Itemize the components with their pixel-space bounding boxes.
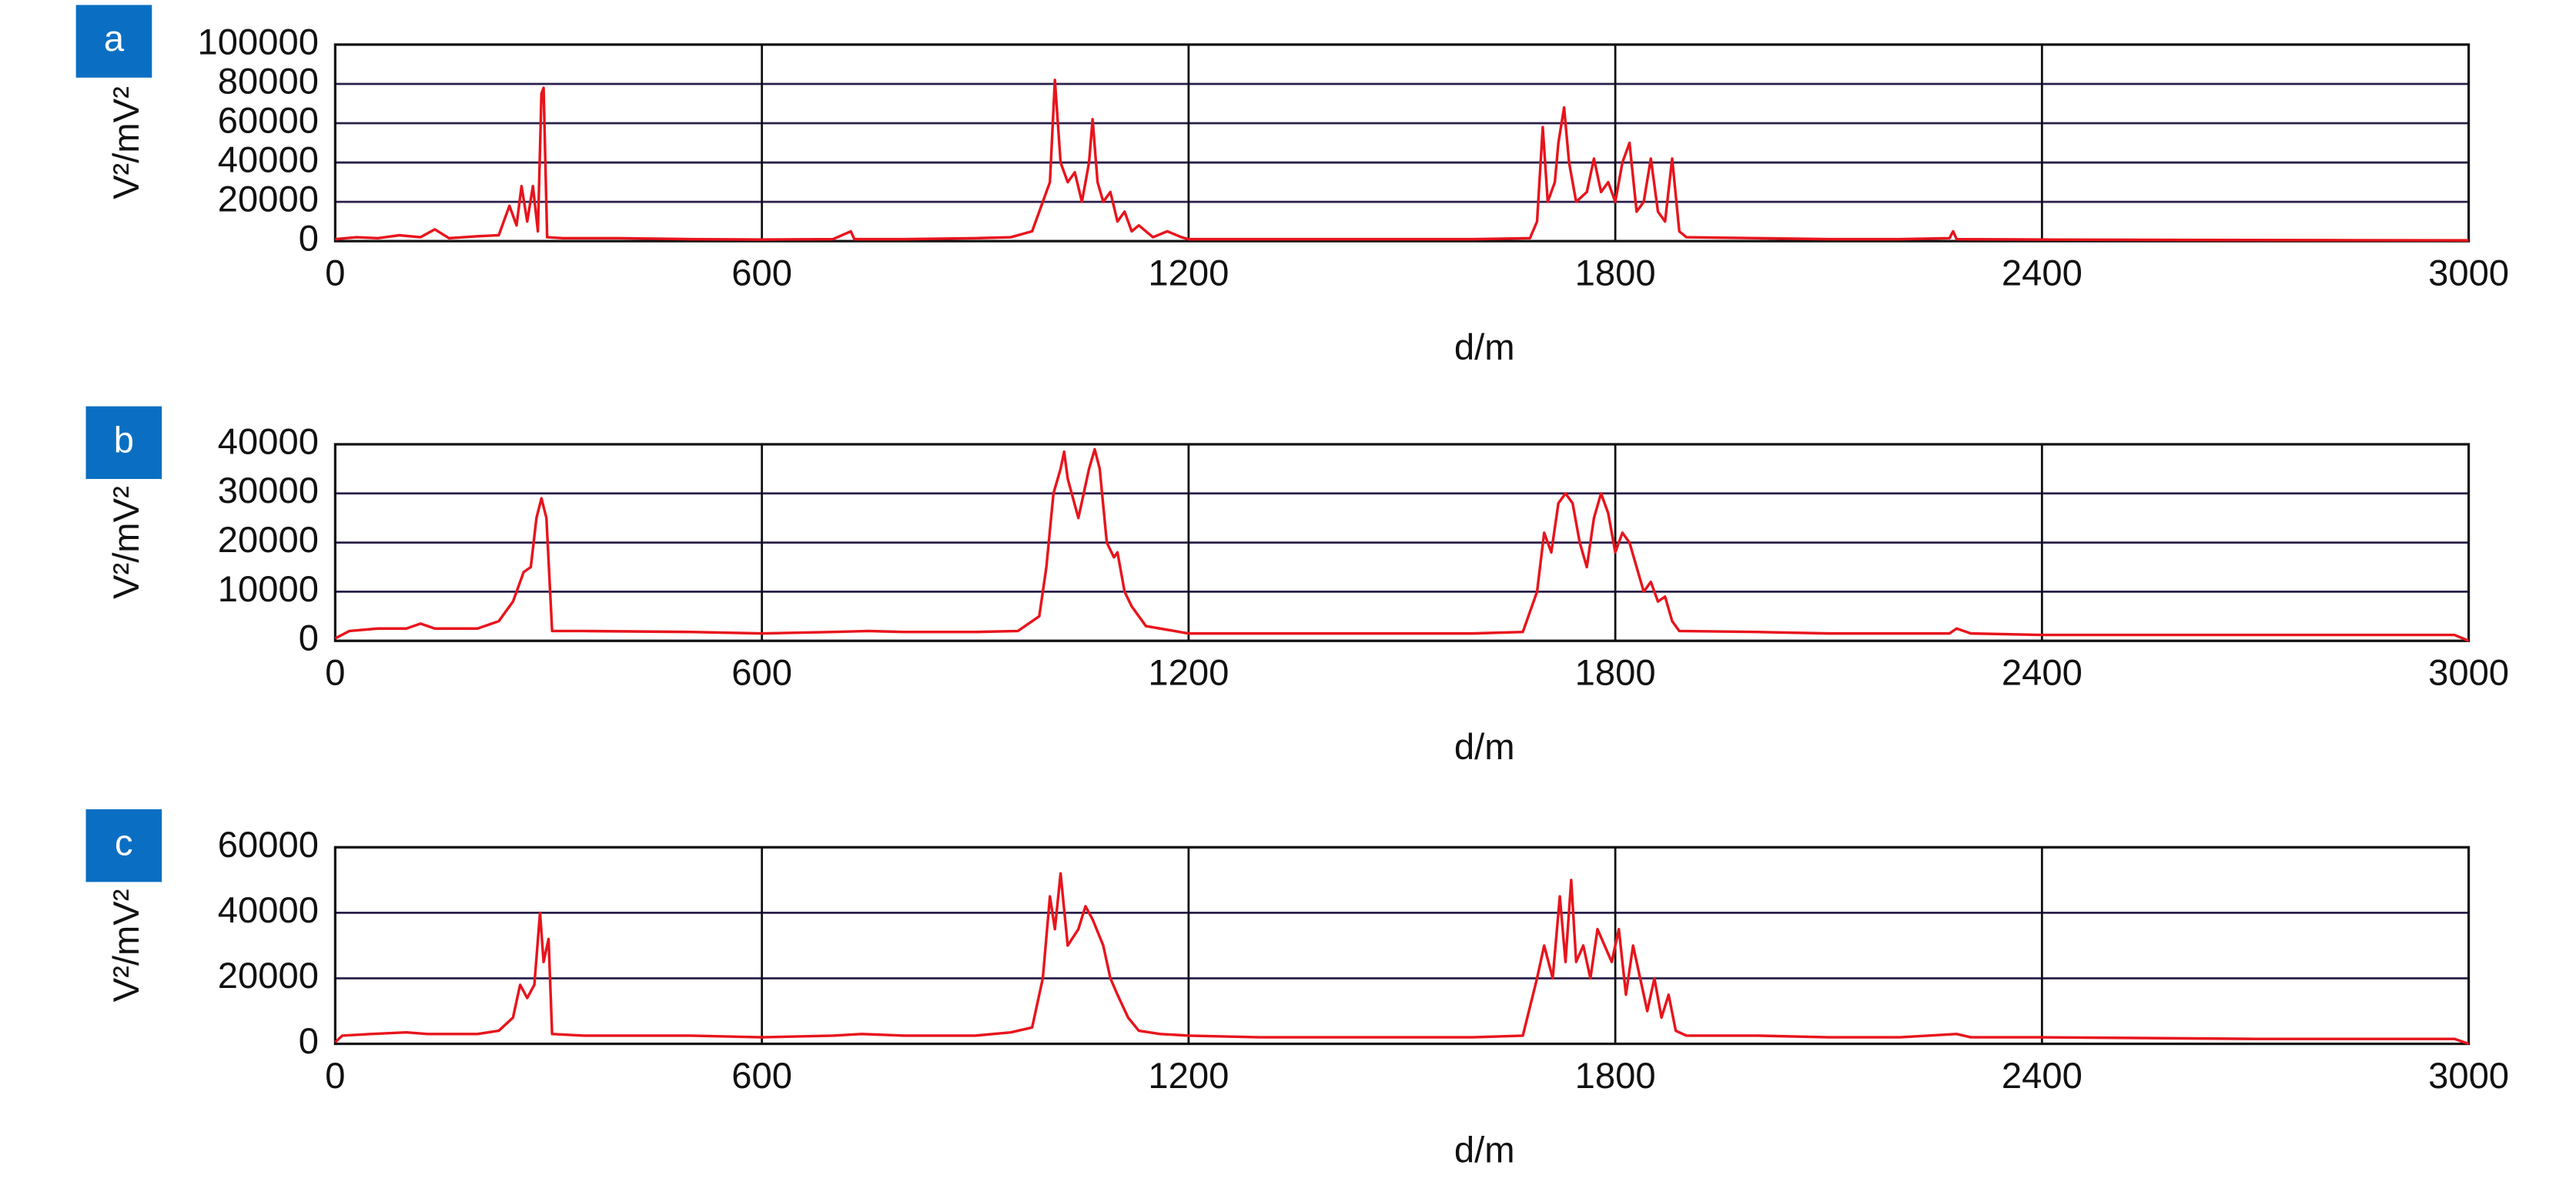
panel-label-box	[85, 406, 162, 480]
y-tick-label: 0	[299, 1020, 319, 1061]
y-axis-label: V²/mV²	[105, 86, 146, 199]
panel-label-box	[85, 809, 162, 882]
x-tick-label: 600	[731, 1055, 792, 1096]
x-tick-label: 1800	[1575, 1055, 1656, 1096]
y-tick-label: 0	[299, 618, 319, 658]
x-tick-label: 3000	[2428, 253, 2509, 293]
y-axis-label: V²/mV²	[105, 486, 146, 599]
data-line	[335, 79, 2469, 242]
y-tick-label: 40000	[218, 889, 319, 930]
x-tick-label: 0	[325, 1055, 345, 1096]
x-tick-label: 2400	[2002, 1055, 2083, 1096]
x-tick-label: 600	[731, 253, 792, 293]
y-tick-label: 100000	[198, 21, 319, 62]
y-tick-label: 20000	[218, 955, 319, 996]
y-tick-label: 60000	[218, 824, 319, 865]
x-axis-label: d/m	[1454, 1130, 1515, 1170]
x-tick-label: 3000	[2428, 1055, 2509, 1096]
x-tick-label: 600	[731, 652, 792, 693]
x-tick-label: 1200	[1148, 652, 1229, 693]
y-tick-label: 10000	[218, 568, 319, 609]
plot-frame	[333, 443, 2471, 642]
panel-label: b	[114, 419, 134, 460]
y-tick-label: 0	[299, 218, 319, 259]
y-tick-label: 30000	[218, 470, 319, 511]
data-line	[334, 872, 2470, 1046]
y-axis-label: V²/mV²	[105, 889, 146, 1003]
y-tick-label: 60000	[218, 99, 319, 140]
y-tick-label: 20000	[218, 519, 319, 560]
data-line	[334, 447, 2470, 642]
x-tick-label: 1800	[1575, 652, 1656, 693]
x-tick-label: 0	[325, 253, 345, 293]
x-axis-label: d/m	[1454, 726, 1515, 767]
plot-frame	[333, 43, 2471, 243]
panel-label: c	[115, 822, 133, 863]
plot-frame	[333, 845, 2471, 1046]
x-axis-label: d/m	[1454, 326, 1515, 367]
y-tick-label: 20000	[218, 179, 319, 219]
y-tick-label: 40000	[218, 139, 319, 180]
panel-label: a	[104, 18, 125, 59]
x-tick-label: 1200	[1148, 1055, 1229, 1096]
y-tick-label: 80000	[218, 60, 319, 101]
x-tick-label: 2400	[2002, 652, 2083, 693]
x-tick-label: 3000	[2428, 652, 2509, 693]
x-tick-label: 1800	[1575, 253, 1656, 293]
panel-label-box	[75, 5, 152, 78]
x-tick-label: 0	[325, 652, 345, 693]
y-tick-label: 40000	[218, 420, 319, 461]
x-tick-label: 2400	[2002, 253, 2083, 293]
x-tick-label: 1200	[1148, 253, 1229, 293]
